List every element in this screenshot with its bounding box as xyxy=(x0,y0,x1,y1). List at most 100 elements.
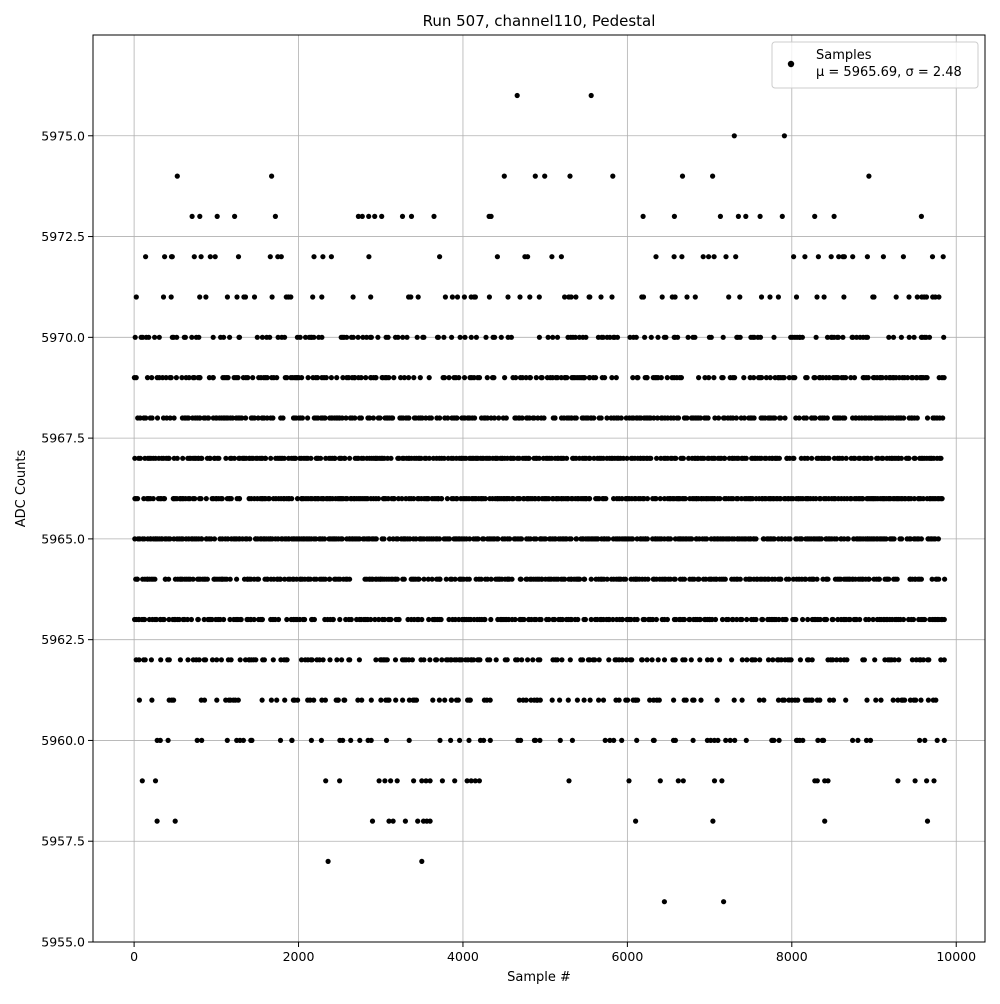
sample-point xyxy=(323,778,329,784)
sample-point xyxy=(348,737,354,744)
sample-point xyxy=(161,496,168,502)
sample-point xyxy=(236,496,243,502)
sample-point xyxy=(574,536,580,542)
sample-point xyxy=(804,455,811,461)
sample-point xyxy=(282,576,288,582)
sample-point xyxy=(729,657,735,663)
sample-point xyxy=(313,576,319,582)
sample-point xyxy=(171,415,177,421)
sample-point xyxy=(841,254,848,260)
sample-point xyxy=(799,334,806,340)
sample-point xyxy=(323,375,329,381)
sample-point xyxy=(596,697,602,703)
sample-point xyxy=(778,657,784,663)
sample-point xyxy=(388,616,394,623)
sample-point xyxy=(791,455,797,461)
sample-point xyxy=(896,657,902,663)
sample-point xyxy=(472,778,478,784)
sample-point xyxy=(756,697,763,703)
sample-point xyxy=(310,294,316,300)
sample-point xyxy=(277,576,284,582)
sample-point xyxy=(692,334,698,340)
sample-point xyxy=(478,576,484,582)
sample-point xyxy=(417,375,423,381)
sample-point xyxy=(143,254,149,260)
sample-point xyxy=(396,616,402,623)
sample-point xyxy=(683,697,689,703)
sample-point xyxy=(406,375,412,381)
sample-point xyxy=(161,616,167,623)
sample-point xyxy=(855,737,861,744)
sample-point xyxy=(167,415,173,421)
sample-point xyxy=(441,334,447,340)
sample-point xyxy=(203,294,209,300)
sample-point xyxy=(318,455,324,461)
sample-point xyxy=(834,536,840,542)
sample-point xyxy=(518,737,524,744)
sample-point xyxy=(770,657,776,663)
sample-point xyxy=(501,173,507,179)
sample-point xyxy=(391,496,397,502)
sample-point xyxy=(165,737,171,744)
sample-point xyxy=(783,616,789,623)
sample-point xyxy=(606,536,612,542)
y-tick-label: 5967.5 xyxy=(41,431,85,446)
sample-point xyxy=(452,778,458,784)
sample-point xyxy=(546,616,552,623)
sample-point xyxy=(309,657,315,663)
sample-point xyxy=(289,737,295,744)
sample-point xyxy=(932,294,938,300)
sample-point xyxy=(680,778,686,784)
sample-point xyxy=(201,616,207,623)
sample-point xyxy=(530,657,536,663)
y-axis-ticks: 5955.0 5957.5 5960.0 5962.5 5965.0 5967.5 5970… xyxy=(41,128,93,950)
sample-point xyxy=(399,496,405,502)
sample-point xyxy=(929,576,935,582)
sample-point xyxy=(654,415,661,421)
sample-point xyxy=(901,415,907,421)
sample-point xyxy=(259,697,265,703)
sample-point xyxy=(395,334,401,340)
sample-point xyxy=(890,697,896,703)
sample-point xyxy=(795,697,801,703)
sample-point xyxy=(639,657,645,663)
sample-point xyxy=(894,576,900,582)
y-tick-label: 5957.5 xyxy=(41,834,85,849)
sample-point xyxy=(626,778,632,784)
sample-point xyxy=(781,375,787,381)
sample-point xyxy=(366,254,372,260)
sample-point xyxy=(347,455,353,461)
sample-point xyxy=(513,375,519,381)
sample-point xyxy=(512,616,518,623)
sample-point xyxy=(672,576,678,582)
sample-point xyxy=(920,496,926,502)
sample-point xyxy=(415,818,421,824)
sample-point xyxy=(350,334,356,340)
sample-point xyxy=(610,616,616,623)
sample-point xyxy=(514,92,520,99)
sample-point xyxy=(259,334,265,340)
sample-point xyxy=(812,375,818,381)
sample-point xyxy=(352,415,358,421)
sample-point xyxy=(439,496,445,502)
sample-point xyxy=(711,375,717,381)
sample-point xyxy=(902,697,908,703)
sample-point xyxy=(274,697,280,703)
sample-point xyxy=(730,616,736,623)
sample-point xyxy=(473,334,479,340)
sample-point xyxy=(781,133,788,139)
sample-point xyxy=(704,536,710,542)
sample-point xyxy=(825,778,831,784)
sample-point xyxy=(603,496,609,502)
sample-point xyxy=(741,375,747,381)
sample-point xyxy=(868,415,874,421)
sample-point xyxy=(476,778,482,784)
sample-points xyxy=(131,92,948,905)
sample-point xyxy=(442,294,448,300)
sample-point xyxy=(839,455,845,461)
sample-point xyxy=(188,616,194,623)
sample-point xyxy=(198,496,204,502)
sample-point xyxy=(609,294,615,300)
sample-point xyxy=(800,737,806,744)
